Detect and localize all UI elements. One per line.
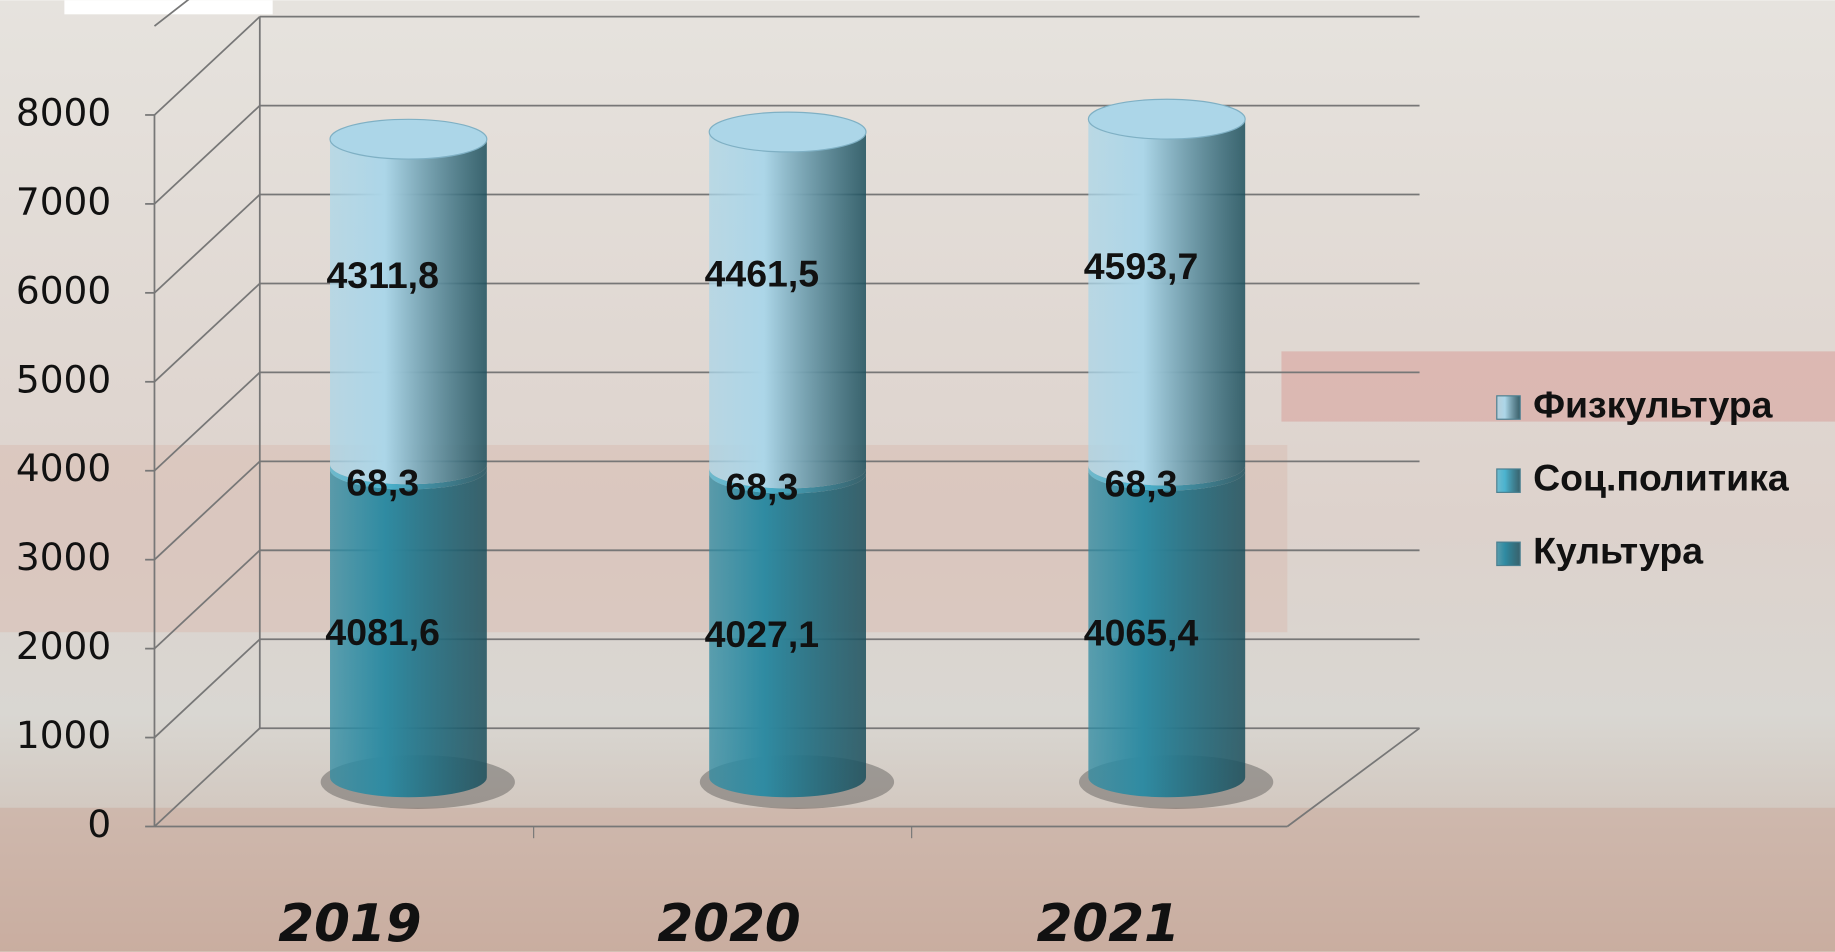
data-label: 68,3 (1105, 463, 1178, 505)
bar-segment (1088, 465, 1246, 491)
x-tick-label: 2020 (657, 894, 800, 952)
data-label: 68,3 (725, 465, 798, 507)
y-tick-label: 8000 (16, 90, 111, 134)
legend-label: Физкультура (1533, 383, 1774, 425)
bar-segment (709, 132, 867, 489)
data-label: 4081,6 (325, 611, 440, 653)
grid-diagonal (153, 371, 261, 472)
data-label: 4593,7 (1084, 245, 1199, 287)
legend-swatch (1496, 468, 1521, 493)
bar-top (708, 111, 867, 153)
data-label: 4311,8 (326, 254, 438, 296)
grid-diagonal (153, 193, 261, 294)
legend-label: Соц.политика (1533, 457, 1790, 499)
y-tick-label: 1000 (16, 713, 111, 757)
floor-right (1286, 727, 1421, 828)
data-label: 4065,4 (1084, 612, 1199, 654)
x-tick-label: 2021 (1037, 894, 1180, 952)
data-label: 4461,5 (705, 253, 820, 295)
y-tick-label: 2000 (16, 624, 111, 668)
grid-diagonal (153, 104, 261, 205)
bar-segment (709, 473, 867, 798)
bar-segment (330, 139, 487, 485)
grid-diagonal (153, 282, 261, 383)
bar-segment (330, 469, 487, 798)
y-tick-label: 6000 (16, 268, 111, 312)
bar-top (329, 118, 488, 160)
legend-swatch (1496, 541, 1521, 567)
bar-segment (330, 464, 487, 490)
bar-segment (1088, 470, 1246, 798)
grid-diagonal (153, 16, 261, 116)
grid-diagonal (153, 549, 261, 650)
background-wall (0, 444, 1288, 633)
y-tick-label: 7000 (16, 179, 111, 223)
bar-segment (1088, 119, 1246, 486)
y-tick-label: 4000 (16, 446, 111, 490)
grid-diagonal (153, 727, 261, 828)
bar-top (1087, 98, 1246, 140)
y-tick-label: 5000 (16, 357, 111, 401)
logo-box (64, 0, 273, 15)
y-tick-label: 3000 (16, 535, 111, 579)
grid-diagonal (153, 638, 261, 739)
legend-swatch (1496, 395, 1521, 420)
x-tick-label: 2019 (278, 894, 421, 952)
background-flowers (0, 807, 1835, 952)
data-label: 4027,1 (705, 613, 820, 655)
grid-diagonal (153, 460, 261, 561)
legend-label: Культура (1533, 530, 1704, 572)
bar-segment (709, 468, 867, 494)
data-label: 68,3 (346, 461, 419, 503)
y-tick-label: 0 (87, 802, 111, 846)
grid-diagonal (153, 0, 190, 27)
background-roof (1281, 351, 1835, 422)
